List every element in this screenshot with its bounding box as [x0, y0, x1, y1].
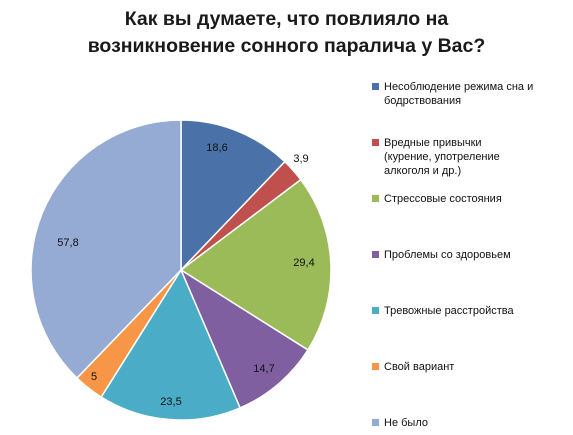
- legend-swatch-none: [372, 419, 379, 426]
- pie-data-label: 14,7: [253, 363, 274, 375]
- legend-swatch-sleep-regime: [372, 83, 379, 90]
- legend-swatch-stress: [372, 195, 379, 202]
- pie-slice: [179, 268, 309, 409]
- pie-slice: [100, 268, 242, 421]
- legend-item-anxiety: Тревожные расстройства: [372, 304, 572, 318]
- legend-label-own-variant: Свой вариант: [384, 361, 455, 373]
- legend-item-stress: Стрессовые состояния: [372, 192, 572, 206]
- legend-swatch-own-variant: [372, 363, 379, 370]
- pie-data-label: 23,5: [160, 396, 181, 408]
- legend-label-bad-habits: Вредные привычки (курение, употреление а…: [384, 137, 500, 177]
- pie-data-label: 3,9: [293, 153, 308, 165]
- pie-slice: [30, 119, 182, 380]
- pie-data-label: 5: [91, 371, 97, 383]
- chart-title-line-2: возникновение сонного паралича у Вас?: [87, 35, 486, 57]
- legend-label-health: Проблемы со здоровьем: [384, 249, 511, 261]
- legend-label-stress: Стрессовые состояния: [384, 193, 502, 205]
- legend-item-own-variant: Свой вариант: [372, 360, 572, 374]
- legend-label-none: Не было: [384, 417, 428, 429]
- pie-data-label: 29,4: [293, 257, 314, 269]
- chart-title-line-1: Как вы думаете, что повлияло на: [124, 8, 449, 30]
- pie-data-label: 57,8: [57, 237, 78, 249]
- legend-item-health: Проблемы со здоровьем: [372, 248, 572, 262]
- legend-swatch-anxiety: [372, 307, 379, 314]
- legend-item-none: Не было: [372, 416, 572, 430]
- legend-label-sleep-regime: Несоблюдение режима сна и бодрствования: [384, 81, 534, 107]
- legend-item-sleep-regime: Несоблюдение режима сна и бодрствования: [372, 80, 572, 108]
- legend-label-anxiety: Тревожные расстройства: [384, 305, 514, 317]
- legend-swatch-health: [372, 251, 379, 258]
- pie-slice: [180, 119, 286, 272]
- pie-data-label: 18,6: [206, 142, 227, 154]
- legend-swatch-bad-habits: [372, 139, 379, 146]
- pie-slice: [179, 178, 332, 351]
- chart-title: Как вы думаете, что повлияло на возникно…: [0, 6, 573, 60]
- legend-item-bad-habits: Вредные привычки (курение, употреление а…: [372, 136, 572, 178]
